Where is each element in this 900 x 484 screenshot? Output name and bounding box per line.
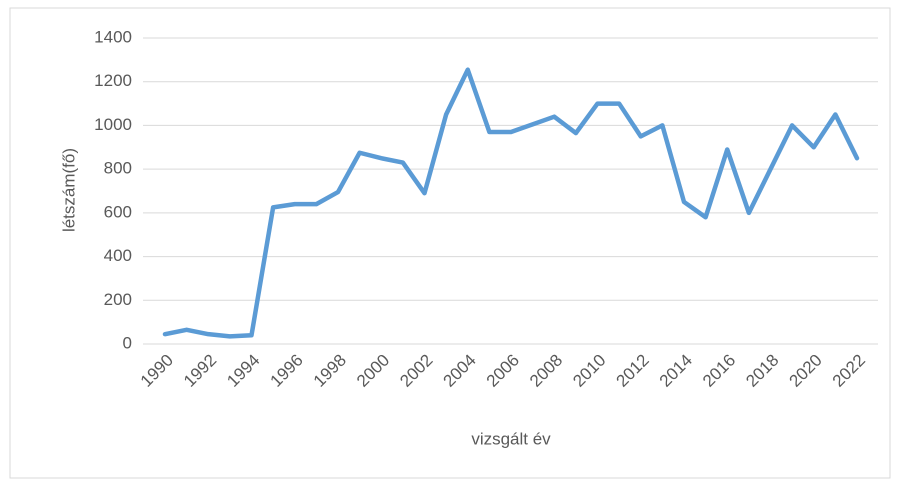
y-tick-label: 1200 — [94, 71, 132, 90]
data-line — [162, 67, 860, 339]
y-tick-label: 600 — [104, 202, 132, 221]
y-tick-label: 800 — [104, 159, 132, 178]
y-tick-label: 400 — [104, 246, 132, 265]
y-tick-label: 1400 — [94, 27, 132, 46]
y-tick-label: 1000 — [94, 115, 132, 134]
y-tick-label: 0 — [123, 333, 132, 352]
y-axis-title: létszám(fő) — [59, 148, 78, 232]
x-axis-title: vizsgált év — [471, 429, 551, 448]
chart-border — [9, 7, 891, 479]
y-tick-label: 200 — [104, 290, 132, 309]
